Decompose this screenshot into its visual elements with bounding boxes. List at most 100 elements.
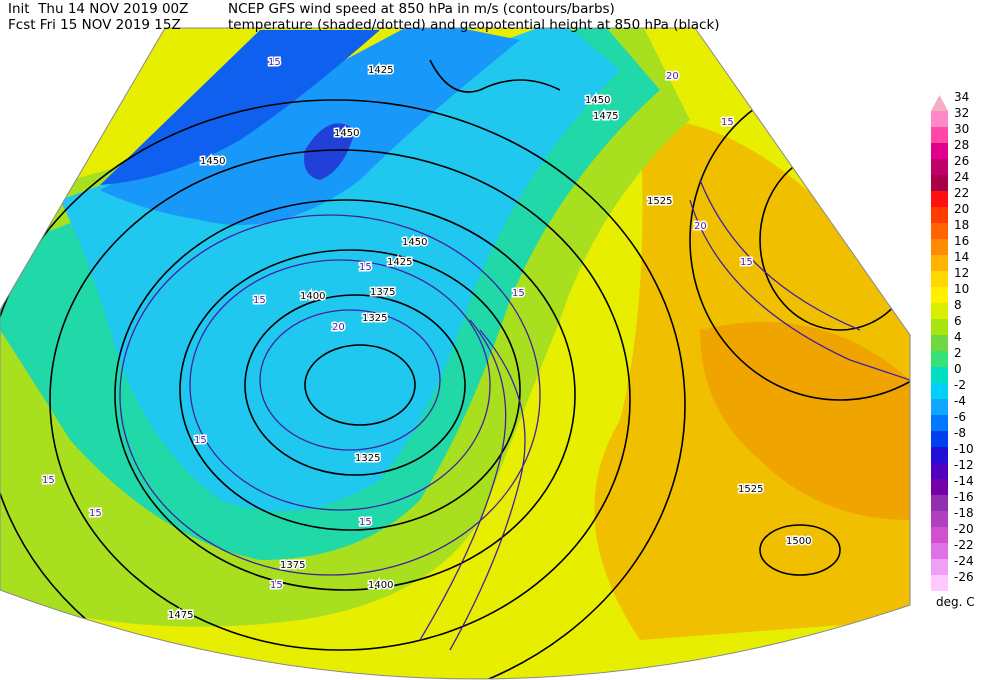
color-swatch — [931, 207, 948, 223]
colorbar-label: -14 — [954, 474, 974, 488]
height-label: 1425 — [387, 257, 412, 268]
colorbar-label: 22 — [954, 186, 969, 200]
height-label: 1400 — [300, 291, 325, 302]
colorbar-label: 16 — [954, 234, 969, 248]
height-label: 1425 — [368, 65, 393, 76]
wind-label: 15 — [721, 117, 734, 128]
height-label: 1450 — [334, 128, 359, 139]
color-swatch — [931, 303, 948, 319]
height-label: 1500 — [786, 536, 811, 547]
colorbar-label: 30 — [954, 122, 969, 136]
color-swatch — [931, 255, 948, 271]
color-swatch — [931, 287, 948, 303]
colorbar-label: 18 — [954, 218, 969, 232]
colorbar-label: -2 — [954, 378, 966, 392]
colorbar-label: 24 — [954, 170, 969, 184]
colorbar-label: -4 — [954, 394, 966, 408]
height-label: 1475 — [593, 111, 618, 122]
colorbar-label: -10 — [954, 442, 974, 456]
colorbar-label: 28 — [954, 138, 969, 152]
color-swatch — [931, 319, 948, 335]
colorbar-unit: deg. C — [936, 595, 975, 609]
colorbar-label: -12 — [954, 458, 974, 472]
init-time: Init Thu 14 NOV 2019 00Z — [8, 1, 188, 17]
wind-label: 15 — [194, 435, 207, 446]
wind-label: 15 — [359, 517, 372, 528]
color-swatch — [931, 575, 948, 591]
color-swatch — [931, 175, 948, 191]
height-label: 1525 — [738, 484, 763, 495]
color-swatch — [931, 335, 948, 351]
colorbar-label: 26 — [954, 154, 969, 168]
wind-label: 15 — [512, 288, 525, 299]
colorbar-label: 14 — [954, 250, 969, 264]
wind-label: 20 — [666, 71, 679, 82]
color-swatch — [931, 527, 948, 543]
height-label: 1325 — [355, 453, 380, 464]
height-label: 1400 — [368, 580, 393, 591]
wind-label: 15 — [42, 475, 55, 486]
wind-labels: 15 20 15 20 15 15 15 15 20 15 15 15 15 1… — [41, 56, 755, 593]
wind-label: 15 — [268, 57, 281, 68]
color-swatch — [931, 383, 948, 399]
forecast-time: Fcst Fri 15 NOV 2019 15Z — [8, 17, 181, 33]
height-label: 1475 — [168, 610, 193, 621]
height-label: 1325 — [362, 313, 387, 324]
height-labels: 1425 1450 1450 1450 1425 1400 1375 1325 … — [167, 64, 813, 623]
wind-label: 20 — [694, 221, 707, 232]
color-swatch — [931, 159, 948, 175]
wind-label: 15 — [89, 508, 102, 519]
color-swatch — [931, 95, 948, 111]
colorbar-label: 2 — [954, 346, 962, 360]
color-swatch — [931, 191, 948, 207]
wind-label: 15 — [253, 295, 266, 306]
colorbar: 3432302826242220181614121086420-2-4-6-8-… — [931, 90, 974, 591]
color-swatch — [931, 479, 948, 495]
colorbar-label: -18 — [954, 506, 974, 520]
colorbar-label: 34 — [954, 90, 969, 104]
wind-label: 20 — [332, 322, 345, 333]
colorbar-label: 8 — [954, 298, 962, 312]
height-label: 1450 — [200, 156, 225, 167]
color-swatch — [931, 463, 948, 479]
color-swatch — [931, 447, 948, 463]
color-swatch — [931, 543, 948, 559]
wind-label: 15 — [359, 262, 372, 273]
title: NCEP GFS wind speed at 850 hPa in m/s (c… — [228, 1, 615, 17]
color-swatch — [931, 239, 948, 255]
colorbar-label: -20 — [954, 522, 974, 536]
colorbar-label: 4 — [954, 330, 962, 344]
height-label: 1450 — [402, 237, 427, 248]
color-swatch — [931, 143, 948, 159]
color-swatch — [931, 223, 948, 239]
height-label: 1375 — [280, 560, 305, 571]
color-swatch — [931, 399, 948, 415]
color-swatch — [931, 271, 948, 287]
colorbar-label: 20 — [954, 202, 969, 216]
color-swatch — [931, 559, 948, 575]
colorbar-label: 12 — [954, 266, 969, 280]
color-swatch — [931, 127, 948, 143]
colorbar-label: -24 — [954, 554, 974, 568]
color-swatch — [931, 511, 948, 527]
colorbar-label: -26 — [954, 570, 974, 584]
map-border — [0, 27, 911, 680]
colorbar-label: -16 — [954, 490, 974, 504]
color-swatch — [931, 351, 948, 367]
colorbar-label: -8 — [954, 426, 966, 440]
wind-label: 15 — [740, 257, 753, 268]
height-label: 1450 — [585, 95, 610, 106]
color-swatch — [931, 367, 948, 383]
colorbar-label: 10 — [954, 282, 969, 296]
colorbar-label: -22 — [954, 538, 974, 552]
color-swatch — [931, 111, 948, 127]
color-swatch — [931, 431, 948, 447]
color-swatch — [931, 495, 948, 511]
colorbar-label: 6 — [954, 314, 962, 328]
height-label: 1525 — [647, 196, 672, 207]
subtitle: temperature (shaded/dotted) and geopoten… — [228, 17, 720, 33]
height-label: 1375 — [370, 287, 395, 298]
colorbar-label: 0 — [954, 362, 962, 376]
